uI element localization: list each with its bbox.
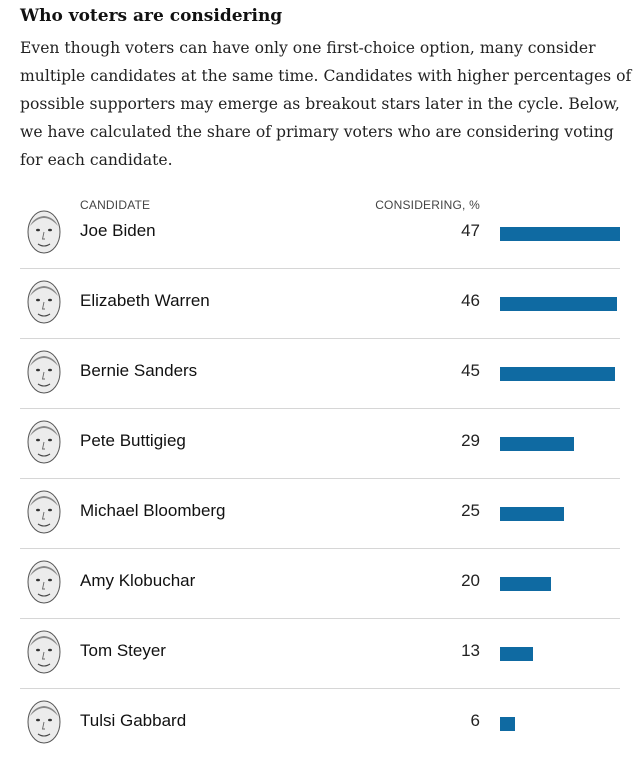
considering-value: 25: [461, 501, 480, 520]
considering-bar: [500, 507, 564, 521]
candidate-row-tulsi-gabbard: Tulsi Gabbard 6: [20, 688, 620, 758]
column-header-considering: CONSIDERING, %: [375, 198, 480, 212]
candidate-portrait-icon: [27, 210, 61, 254]
candidate-name: Tulsi Gabbard: [80, 711, 187, 730]
candidate-name: Elizabeth Warren: [80, 291, 210, 310]
considering-value: 20: [461, 571, 480, 590]
chart-title: Who voters are considering: [20, 6, 283, 26]
considering-value: 47: [461, 221, 480, 240]
considering-value: 46: [461, 291, 480, 310]
considering-bar: [500, 227, 620, 241]
candidate-name: Tom Steyer: [80, 641, 166, 660]
considering-bar: [500, 577, 551, 591]
considering-value: 13: [461, 641, 480, 660]
column-header-candidate: CANDIDATE: [80, 198, 151, 212]
candidate-row-elizabeth-warren: Elizabeth Warren 46: [20, 268, 620, 339]
considering-value: 29: [461, 431, 480, 450]
candidate-name: Pete Buttigieg: [80, 431, 186, 450]
candidate-portrait-icon: [27, 420, 61, 464]
candidate-row-amy-klobuchar: Amy Klobuchar 20: [20, 548, 620, 619]
candidate-row-bernie-sanders: Bernie Sanders 45: [20, 338, 620, 409]
candidate-portrait-icon: [27, 700, 61, 744]
considering-bar: [500, 647, 533, 661]
candidate-row-tom-steyer: Tom Steyer 13: [20, 618, 620, 689]
candidate-row-michael-bloomberg: Michael Bloomberg 25: [20, 478, 620, 549]
candidate-portrait-icon: [27, 490, 61, 534]
candidate-portrait-icon: [27, 630, 61, 674]
considering-value: 6: [470, 711, 480, 730]
considering-bar: [500, 297, 617, 311]
considering-bar: [500, 367, 615, 381]
candidate-name: Joe Biden: [80, 221, 156, 240]
considering-bar: [500, 437, 574, 451]
candidate-name: Bernie Sanders: [80, 361, 198, 380]
considering-bar: [500, 717, 515, 731]
candidate-portrait-icon: [27, 560, 61, 604]
candidate-row-pete-buttigieg: Pete Buttigieg 29: [20, 408, 620, 479]
candidate-portrait-icon: [27, 280, 61, 324]
candidate-name: Amy Klobuchar: [80, 571, 196, 590]
chart-description: Even though voters can have only one fir…: [20, 39, 632, 169]
candidate-row-joe-biden: Joe Biden 47: [20, 198, 620, 269]
considering-value: 45: [461, 361, 480, 380]
candidate-name: Michael Bloomberg: [80, 501, 226, 520]
candidate-portrait-icon: [27, 350, 61, 394]
